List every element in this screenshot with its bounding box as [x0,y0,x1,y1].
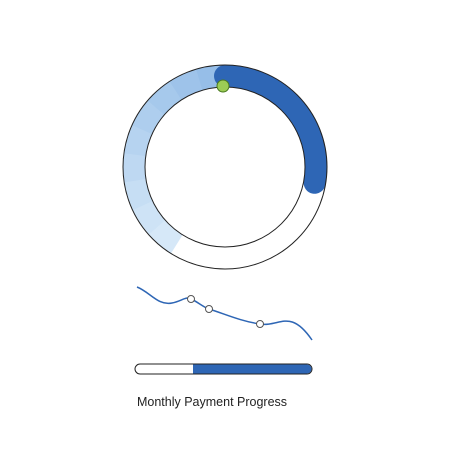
ring-segment [123,152,146,183]
ring-segment [147,80,183,116]
trend-point [256,320,264,328]
ring-segment [169,68,204,101]
ring-marker [216,79,230,93]
trend-point [205,305,213,313]
caption: Monthly Payment Progress [137,395,287,409]
progress-fill [193,364,312,374]
ring-segment [123,124,153,157]
trend-line [136,286,313,341]
ring-outer-outline [122,64,328,270]
ring-segment [131,99,166,135]
trend-point [187,295,195,303]
ring-inner-outline [144,86,306,248]
ring-segment [132,199,166,235]
ring-segment [147,219,183,254]
ring-progress [214,65,327,194]
ring-segment [124,177,153,211]
